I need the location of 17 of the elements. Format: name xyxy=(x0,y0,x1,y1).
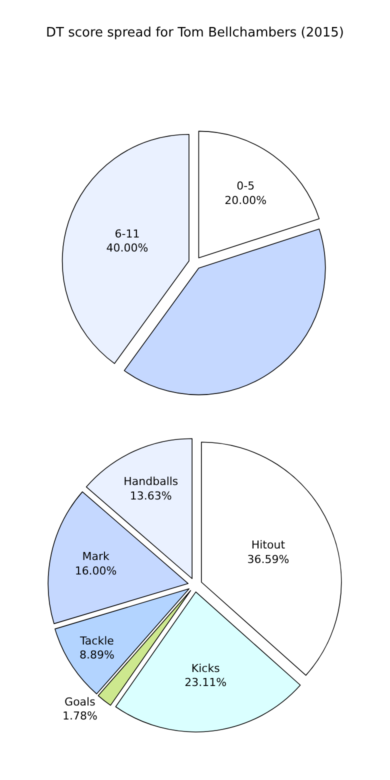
slice-label: Kicks xyxy=(191,662,220,675)
data-label: 23.11% xyxy=(184,676,227,690)
slice-label: 6-11 xyxy=(114,227,140,240)
slice-label: Goals xyxy=(64,695,96,708)
slice-label: Handballs xyxy=(124,474,178,488)
slice-label: Hitout xyxy=(251,538,286,552)
data-label: 1.78% xyxy=(62,710,98,723)
data-label: 13.63% xyxy=(130,489,172,502)
slice-label: 0-5 xyxy=(236,180,255,193)
data-label: 36.59% xyxy=(247,552,290,566)
data-label: 40.00% xyxy=(106,242,148,255)
chart-title: DT score spread for Tom Bellchambers (2015) xyxy=(46,25,344,40)
data-label: 16.00% xyxy=(74,564,117,578)
slice-label: Mark xyxy=(82,550,110,564)
data-label: 8.89% xyxy=(79,648,114,662)
data-label: 20.00% xyxy=(224,194,267,207)
slice-label: Tackle xyxy=(79,634,114,648)
